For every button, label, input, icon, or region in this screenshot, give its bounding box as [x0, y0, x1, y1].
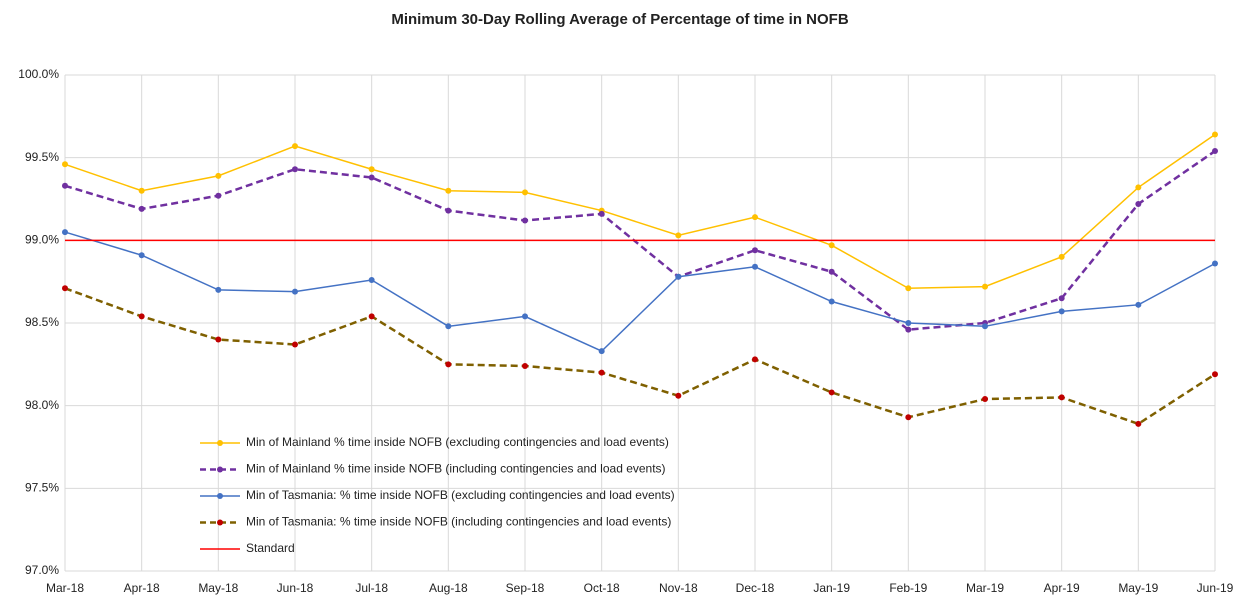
y-tick-label: 99.0% [25, 233, 59, 247]
data-point [752, 356, 758, 363]
x-tick-label: Sep-18 [506, 581, 545, 595]
data-point [215, 286, 222, 293]
data-point [982, 323, 988, 330]
legend-label: Min of Mainland % time inside NOFB (excl… [246, 435, 669, 449]
data-point [522, 313, 528, 320]
x-tick-label: Apr-19 [1044, 581, 1080, 595]
series-line [64, 133, 1216, 290]
data-point [215, 192, 222, 199]
data-point [675, 232, 682, 239]
legend-label: Standard [246, 541, 295, 555]
data-point [138, 205, 145, 212]
data-point [1212, 260, 1218, 267]
data-point [675, 392, 682, 399]
data-point [598, 348, 605, 355]
data-point [292, 143, 298, 150]
x-tick-label: May-19 [1118, 581, 1158, 595]
data-point [982, 396, 988, 403]
data-point [292, 341, 298, 348]
series-line [64, 150, 1216, 331]
data-point [522, 217, 528, 224]
y-tick-label: 98.5% [25, 315, 59, 329]
data-point [445, 187, 452, 194]
data-point [445, 361, 452, 368]
x-tick-label: Nov-18 [659, 581, 698, 595]
data-point [1135, 420, 1142, 427]
data-point [1135, 301, 1142, 308]
data-point [138, 252, 145, 259]
data-point [522, 362, 528, 369]
chart-title: Minimum 30-Day Rolling Average of Percen… [391, 11, 848, 28]
data-point [215, 336, 222, 343]
x-tick-label: May-18 [198, 581, 238, 595]
y-tick-label: 100.0% [18, 67, 59, 81]
legend-marker [217, 519, 223, 526]
data-point [598, 210, 605, 217]
data-point [368, 313, 375, 320]
data-point [1135, 184, 1142, 191]
legend-marker [217, 493, 223, 499]
data-point [982, 283, 988, 290]
data-point [828, 242, 835, 249]
data-point [215, 172, 222, 179]
legend-label: Min of Tasmania: % time inside NOFB (inc… [246, 515, 671, 529]
data-point [905, 414, 912, 421]
x-tick-label: Oct-18 [584, 581, 620, 595]
x-tick-label: Mar-19 [966, 581, 1004, 595]
data-point [292, 288, 298, 295]
x-tick-label: Jun-19 [1197, 581, 1234, 595]
y-tick-label: 97.5% [25, 481, 59, 495]
x-tick-label: Mar-18 [46, 581, 84, 595]
data-point [905, 285, 912, 292]
data-point [62, 285, 68, 292]
data-point [828, 298, 835, 305]
data-point [522, 189, 528, 196]
data-point [1058, 295, 1065, 302]
data-point [828, 389, 835, 396]
y-tick-label: 97.0% [25, 563, 59, 577]
data-point [675, 273, 682, 280]
data-point [292, 166, 298, 173]
y-tick-label: 98.0% [25, 398, 59, 412]
x-tick-label: Apr-18 [124, 581, 160, 595]
x-tick-label: Dec-18 [736, 581, 775, 595]
x-tick-label: Aug-18 [429, 581, 468, 595]
data-point [905, 320, 912, 326]
data-point [828, 268, 835, 275]
data-point [138, 187, 145, 194]
data-point [368, 166, 375, 173]
data-point [368, 174, 375, 181]
x-tick-label: Jun-18 [277, 581, 314, 595]
data-point [445, 323, 452, 330]
y-tick-label: 99.5% [25, 150, 59, 164]
data-point [752, 247, 758, 254]
data-point [1058, 308, 1065, 315]
legend-marker [217, 440, 223, 446]
x-tick-label: Feb-19 [889, 581, 927, 595]
data-point [752, 263, 758, 270]
data-point [1212, 131, 1218, 138]
legend-label: Min of Tasmania: % time inside NOFB (exc… [246, 488, 675, 502]
data-point [1135, 200, 1142, 207]
data-point [445, 207, 452, 214]
data-point [1058, 394, 1065, 401]
legend-label: Min of Mainland % time inside NOFB (incl… [246, 462, 666, 476]
x-tick-label: Jul-18 [355, 581, 388, 595]
data-point [752, 214, 758, 221]
data-point [1212, 371, 1218, 378]
data-point [62, 161, 68, 168]
data-point [1058, 253, 1065, 260]
series-line [64, 231, 1216, 353]
data-point [905, 326, 912, 333]
data-point [138, 313, 145, 320]
series-line [64, 287, 1216, 426]
data-point [62, 182, 68, 189]
legend-marker [217, 466, 223, 473]
data-point [368, 277, 375, 284]
data-point [1212, 148, 1218, 155]
data-point [62, 229, 68, 236]
data-point [598, 369, 605, 376]
x-tick-label: Jan-19 [813, 581, 850, 595]
